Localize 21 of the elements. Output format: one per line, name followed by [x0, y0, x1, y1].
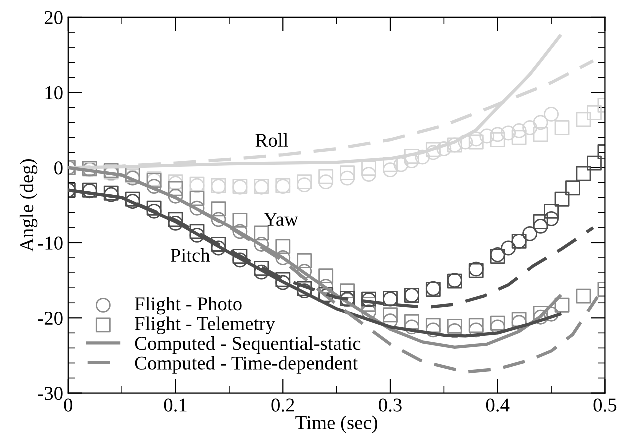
x-tick-label: 0.1: [164, 398, 187, 412]
y-tick-label: -30: [38, 387, 63, 400]
legend-label: Flight - Photo: [135, 297, 242, 315]
y-axis-title: Angle (deg): [20, 160, 38, 252]
x-tick-label: 0: [64, 398, 73, 412]
legend-label: Computed - Time-dependent: [135, 356, 358, 374]
y-tick-label: 10: [46, 86, 63, 100]
annotation: Roll: [256, 133, 288, 148]
x-tick-label: 0.3: [379, 398, 402, 412]
legend-label: Flight - Telemetry: [135, 316, 276, 334]
legend-label: Computed - Sequential-static: [135, 336, 361, 354]
y-tick-label: -20: [38, 312, 63, 326]
y-tick-label: 0: [54, 162, 63, 175]
x-tick-label: 0.4: [486, 398, 510, 412]
x-tick-label: 0.2: [272, 398, 294, 412]
x-axis-title: Time (sec): [296, 416, 378, 434]
y-tick-label: -10: [38, 236, 63, 250]
annotation: Yaw: [264, 213, 298, 226]
y-tick-label: 20: [44, 11, 63, 24]
x-tick-label: 0.5: [594, 398, 617, 412]
annotation: Pitch: [170, 248, 210, 262]
